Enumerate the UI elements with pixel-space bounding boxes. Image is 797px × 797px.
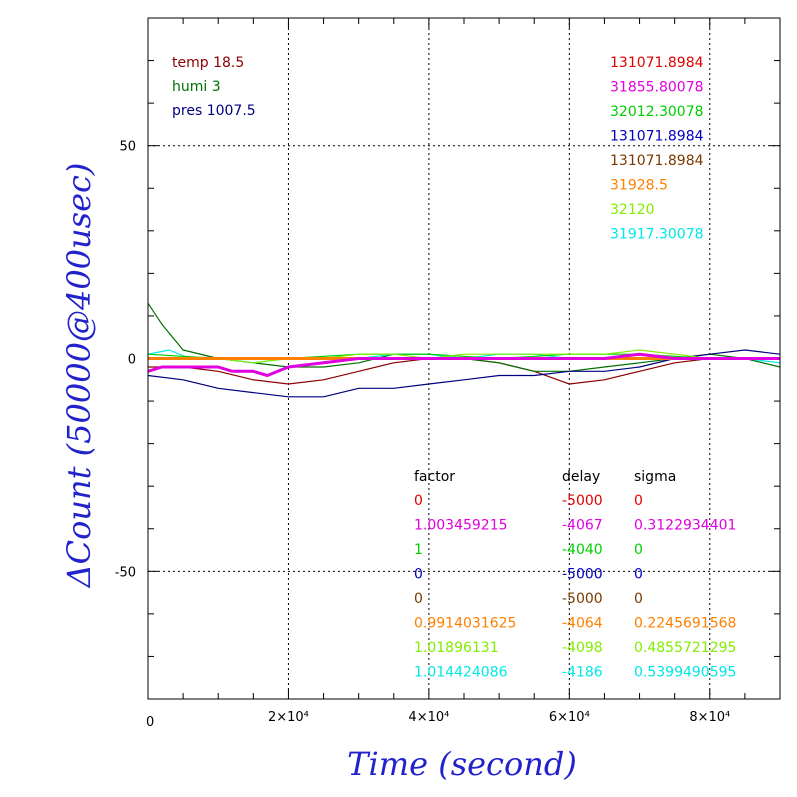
axis-ticks xyxy=(148,18,780,699)
table-header: delay xyxy=(562,469,600,485)
data-series xyxy=(147,302,781,398)
table-cell-factor: 1.003459215 xyxy=(414,518,508,534)
table-cell-delay: -5000 xyxy=(562,493,603,509)
table-cell-delay: -4040 xyxy=(562,542,603,558)
table-cell-delay: -4067 xyxy=(562,518,603,534)
table-cell-factor: 0 xyxy=(414,493,423,509)
table-cell-delay: -4186 xyxy=(562,665,603,681)
table-header: factor xyxy=(414,469,455,485)
y-tick-label: 50 xyxy=(119,140,136,155)
offset-value: 31855.80078 xyxy=(610,80,704,96)
legend-entry: humi 3 xyxy=(172,79,221,95)
x-tick-label: 8×10⁴ xyxy=(689,710,730,725)
table-cell-delay: -5000 xyxy=(562,567,603,583)
table-cell-delay: -4098 xyxy=(562,640,603,656)
y-tick-label: -50 xyxy=(115,565,136,580)
offset-value: 131071.8984 xyxy=(610,153,704,169)
y-axis-title: ΔCount (50000@400usec) xyxy=(60,163,98,590)
plot-frame xyxy=(147,17,781,700)
table-cell-sigma: 0.5399490595 xyxy=(634,665,736,681)
table-cell-factor: 0 xyxy=(414,567,423,583)
table-cell-factor: 1.01896131 xyxy=(414,640,499,656)
legend: temp 18.5 humi 3 pres 1007.5 xyxy=(172,55,256,119)
offset-value: 131071.8984 xyxy=(610,129,704,145)
offset-value: 31928.5 xyxy=(610,178,668,194)
offset-value: 131071.8984 xyxy=(610,55,704,71)
legend-entry: temp 18.5 xyxy=(172,55,244,71)
table-header: sigma xyxy=(634,469,676,485)
table-cell-delay: -4064 xyxy=(562,616,603,632)
x-axis-title: Time (second) xyxy=(347,745,577,783)
x-tick-label: 4×10⁴ xyxy=(408,710,449,725)
x-tick-label: 0 xyxy=(146,715,154,730)
table-cell-factor: 0 xyxy=(414,591,423,607)
table-cell-delay: -5000 xyxy=(562,591,603,607)
table-cell-sigma: 0 xyxy=(634,591,643,607)
table-cell-sigma: 0.4855721295 xyxy=(634,640,736,656)
legend-entry: pres 1007.5 xyxy=(172,103,256,119)
parameter-table: factor delay sigma 0 -5000 0 1.003459215 -4067 0… xyxy=(414,469,736,681)
table-cell-factor: 1 xyxy=(414,542,423,558)
offset-value: 32012.30078 xyxy=(610,104,704,120)
offset-list: 131071.8984 31855.80078 32012.30078 131071.… xyxy=(610,55,704,243)
y-tick-label: 0 xyxy=(128,353,136,368)
x-tick-label: 6×10⁴ xyxy=(549,710,590,725)
x-tick-label: 2×10⁴ xyxy=(268,710,309,725)
table-cell-sigma: 0 xyxy=(634,493,643,509)
offset-value: 32120 xyxy=(610,202,655,218)
table-cell-sigma: 0 xyxy=(634,542,643,558)
series-line-11 xyxy=(147,352,780,377)
table-cell-sigma: 0.2245691568 xyxy=(634,616,736,632)
tick-labels: 0 2×10⁴ 4×10⁴ 6×10⁴ 8×10⁴ 50 0 -50 xyxy=(115,140,730,730)
series-line-9 xyxy=(148,349,780,364)
table-cell-sigma: 0 xyxy=(634,567,643,583)
table-cell-sigma: 0.3122934401 xyxy=(634,518,736,534)
offset-value: 31917.30078 xyxy=(610,227,704,243)
table-cell-factor: 1.014424086 xyxy=(414,665,508,681)
table-cell-factor: 0.9914031625 xyxy=(414,616,516,632)
